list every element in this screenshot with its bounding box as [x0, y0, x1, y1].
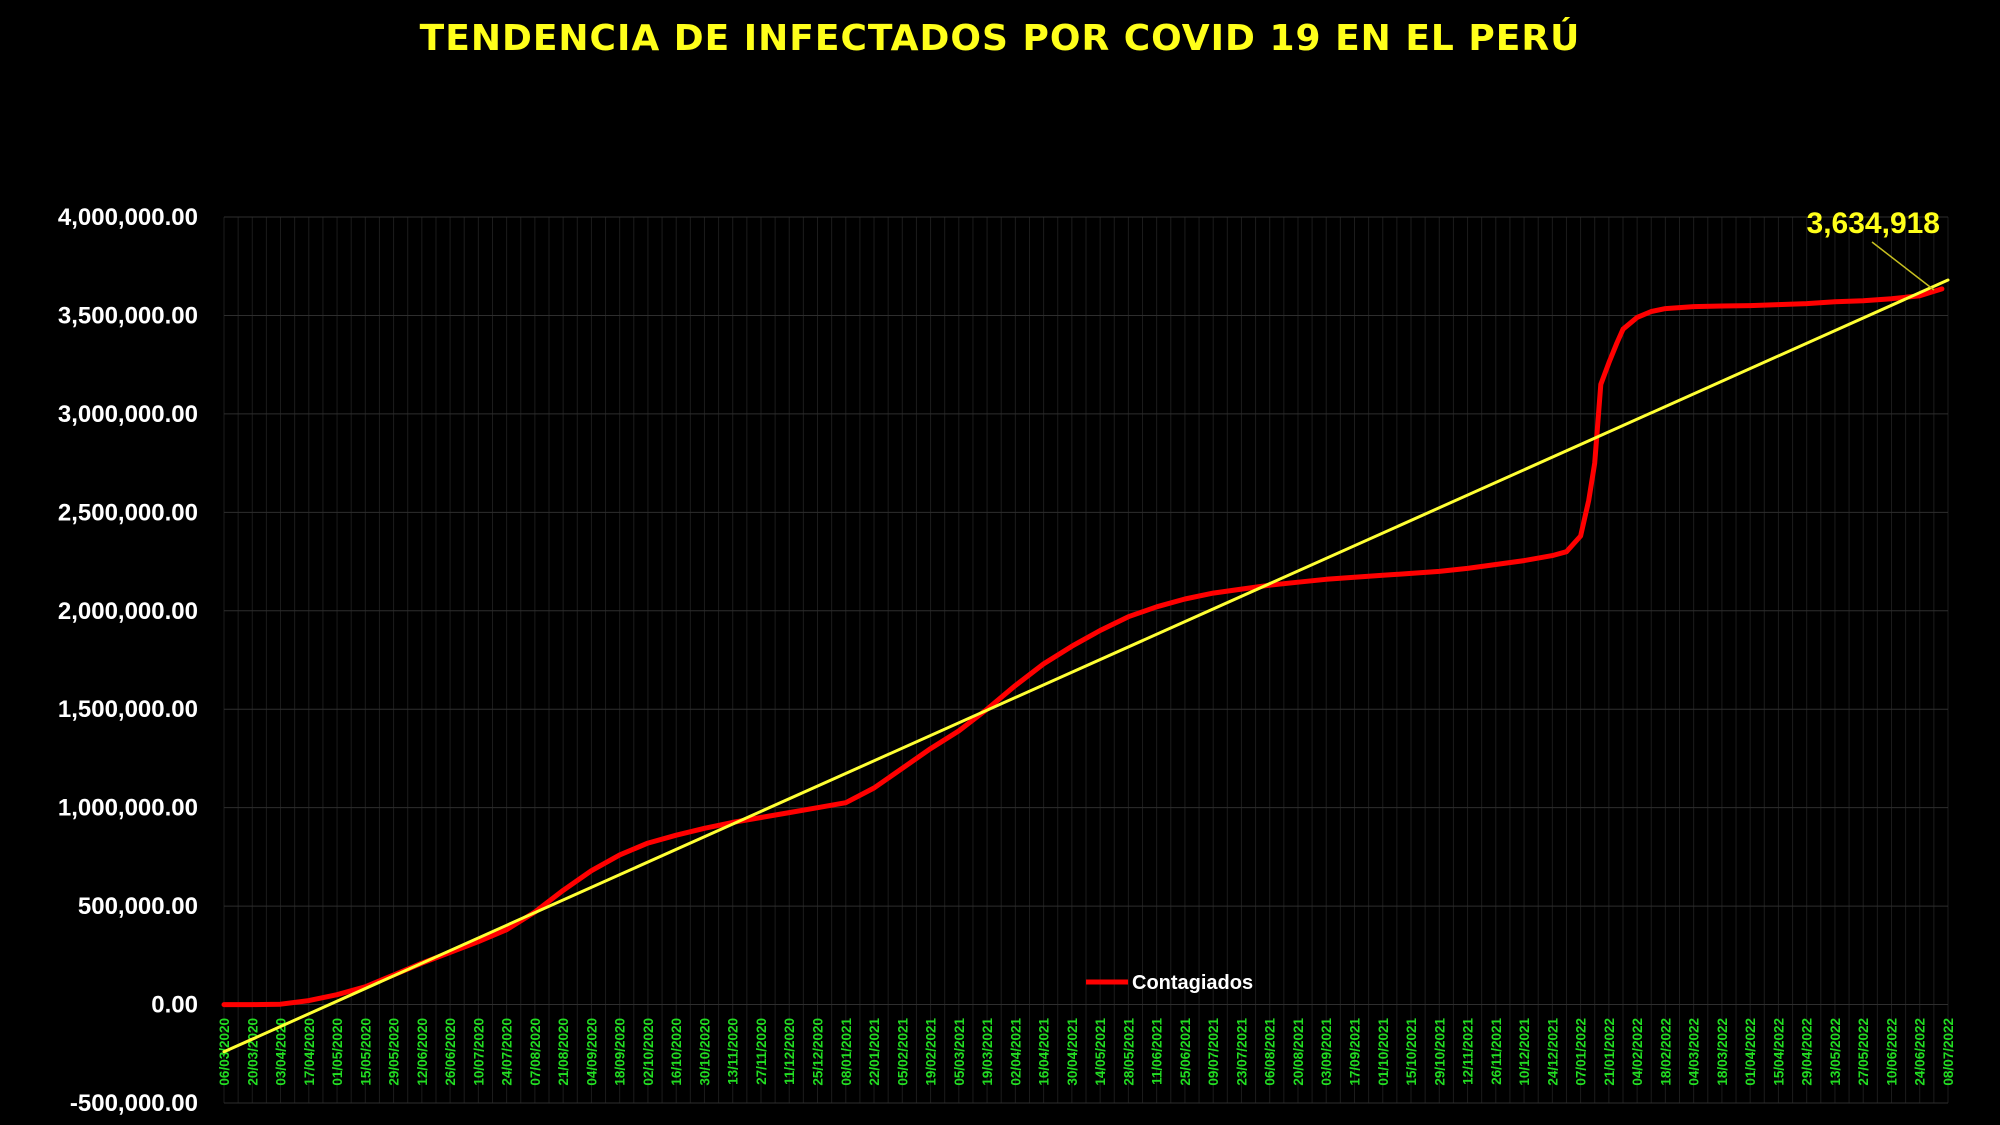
- y-tick-label: 1,000,000.00: [58, 795, 198, 822]
- x-tick-label: 27/11/2020: [754, 1018, 769, 1085]
- x-tick-label: 11/06/2021: [1150, 1018, 1165, 1085]
- x-tick-label: 08/01/2021: [839, 1018, 854, 1086]
- x-tick-label: 29/05/2020: [387, 1018, 402, 1086]
- y-tick-label: 1,500,000.00: [58, 696, 198, 723]
- x-tick-label: 10/06/2022: [1884, 1018, 1899, 1086]
- x-tick-label: 04/09/2020: [584, 1018, 599, 1086]
- x-tick-label: 04/03/2022: [1687, 1018, 1702, 1086]
- x-tick-label: 21/01/2022: [1602, 1018, 1617, 1086]
- y-tick-label: 2,000,000.00: [58, 598, 198, 625]
- x-tick-label: 03/04/2020: [274, 1018, 289, 1086]
- x-tick-label: 05/02/2021: [895, 1018, 910, 1086]
- chart-title: TENDENCIA DE INFECTADOS POR COVID 19 EN …: [419, 18, 1581, 59]
- x-tick-label: 22/01/2021: [867, 1018, 882, 1086]
- x-tick-label: 01/04/2022: [1743, 1018, 1758, 1086]
- annotation: 3,634,918: [1807, 207, 1940, 291]
- x-tick-label: 02/04/2021: [1008, 1018, 1023, 1086]
- x-tick-label: 24/12/2021: [1545, 1018, 1560, 1086]
- legend-label-contagiados: Contagiados: [1132, 972, 1253, 994]
- y-tick-label: 3,500,000.00: [58, 302, 198, 329]
- x-tick-label: 25/12/2020: [811, 1018, 826, 1086]
- x-tick-label: 13/11/2020: [726, 1018, 741, 1085]
- x-tick-label: 28/05/2021: [1121, 1018, 1136, 1086]
- x-tick-label: 12/11/2021: [1461, 1018, 1476, 1085]
- x-tick-label: 07/08/2020: [528, 1018, 543, 1086]
- x-tick-label: 29/04/2022: [1800, 1018, 1815, 1086]
- x-tick-label: 07/01/2022: [1574, 1018, 1589, 1086]
- x-tick-label: 03/09/2021: [1319, 1018, 1334, 1086]
- x-tick-label: 14/05/2021: [1093, 1018, 1108, 1086]
- x-tick-label: 24/06/2022: [1913, 1018, 1928, 1086]
- y-tick-label: 500,000.00: [78, 893, 198, 920]
- trendline: [222, 278, 1950, 1054]
- x-tick-label: 15/10/2021: [1404, 1018, 1419, 1086]
- x-tick-label: 09/07/2021: [1206, 1018, 1221, 1086]
- x-tick-label: 17/09/2021: [1347, 1018, 1362, 1086]
- x-tick-label: 01/10/2021: [1376, 1018, 1391, 1086]
- y-tick-label: 4,000,000.00: [58, 204, 198, 231]
- x-tick-label: 26/11/2021: [1489, 1018, 1504, 1085]
- x-tick-label: 19/02/2021: [924, 1018, 939, 1086]
- x-tick-label: 25/06/2021: [1178, 1018, 1193, 1086]
- horizontal-gridlines: [224, 216, 1948, 1104]
- x-tick-label: 15/04/2022: [1771, 1018, 1786, 1086]
- x-tick-label: 18/09/2020: [613, 1018, 628, 1086]
- y-tick-label: 2,500,000.00: [58, 499, 198, 526]
- x-tick-label: 05/03/2021: [952, 1018, 967, 1086]
- x-tick-label: 01/05/2020: [330, 1018, 345, 1086]
- x-tick-label: 08/07/2022: [1941, 1018, 1956, 1086]
- y-tick-label: 0.00: [151, 992, 198, 1019]
- y-tick-label: -500,000.00: [70, 1090, 198, 1117]
- x-tick-label: 27/05/2022: [1856, 1018, 1871, 1086]
- x-tick-label: 10/07/2020: [471, 1018, 486, 1086]
- x-tick-label: 23/07/2021: [1234, 1018, 1249, 1086]
- x-tick-label: 19/03/2021: [980, 1018, 995, 1086]
- x-tick-label: 29/10/2021: [1432, 1018, 1447, 1086]
- y-axis: 4,000,000.00 3,500,000.00 3,000,000.00 2,50…: [58, 204, 198, 1117]
- x-tick-label: 18/02/2022: [1658, 1018, 1673, 1086]
- x-tick-label: 21/08/2020: [556, 1018, 571, 1086]
- x-tick-label: 30/10/2020: [697, 1018, 712, 1086]
- annotation-last-value: 3,634,918: [1807, 207, 1940, 240]
- x-tick-label: 16/04/2021: [1037, 1018, 1052, 1086]
- x-tick-label: 16/10/2020: [669, 1018, 684, 1086]
- x-tick-label: 17/04/2020: [302, 1018, 317, 1086]
- x-tick-label: 30/04/2021: [1065, 1018, 1080, 1086]
- x-tick-label: 20/03/2020: [245, 1018, 260, 1086]
- x-tick-label: 26/06/2020: [443, 1018, 458, 1086]
- x-tick-label: 20/08/2021: [1291, 1018, 1306, 1086]
- x-axis: 06/03/2020 20/03/2020 03/04/2020 17/04/2020…: [217, 1018, 1956, 1086]
- x-tick-label: 06/08/2021: [1263, 1018, 1278, 1086]
- x-tick-label: 15/05/2020: [358, 1018, 373, 1086]
- x-tick-label: 10/12/2021: [1517, 1018, 1532, 1086]
- x-tick-label: 04/02/2022: [1630, 1018, 1645, 1086]
- y-tick-label: 3,000,000.00: [58, 401, 198, 428]
- x-tick-label: 11/12/2020: [782, 1018, 797, 1085]
- series-line-contagiados: [221, 286, 1945, 1008]
- x-tick-label: 24/07/2020: [500, 1018, 515, 1086]
- vertical-gridlines: [223, 217, 1949, 1103]
- x-tick-label: 02/10/2020: [641, 1018, 656, 1086]
- legend: Contagiados: [1086, 972, 1253, 994]
- series-layer: [221, 278, 1950, 1054]
- x-tick-label: 18/03/2022: [1715, 1018, 1730, 1086]
- x-tick-label: 12/06/2020: [415, 1018, 430, 1086]
- annotation-leader: [1871, 241, 1935, 291]
- x-tick-label: 13/05/2022: [1828, 1018, 1843, 1086]
